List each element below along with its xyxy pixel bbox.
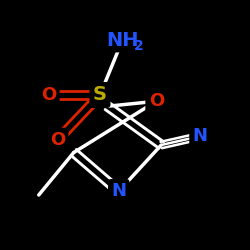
- Text: O: O: [41, 86, 56, 104]
- Text: N: N: [192, 127, 208, 145]
- Text: O: O: [148, 92, 164, 110]
- Text: N: N: [111, 182, 126, 200]
- Text: NH: NH: [106, 30, 139, 50]
- Text: O: O: [50, 131, 65, 149]
- Text: 2: 2: [134, 39, 143, 53]
- Text: S: S: [93, 86, 107, 104]
